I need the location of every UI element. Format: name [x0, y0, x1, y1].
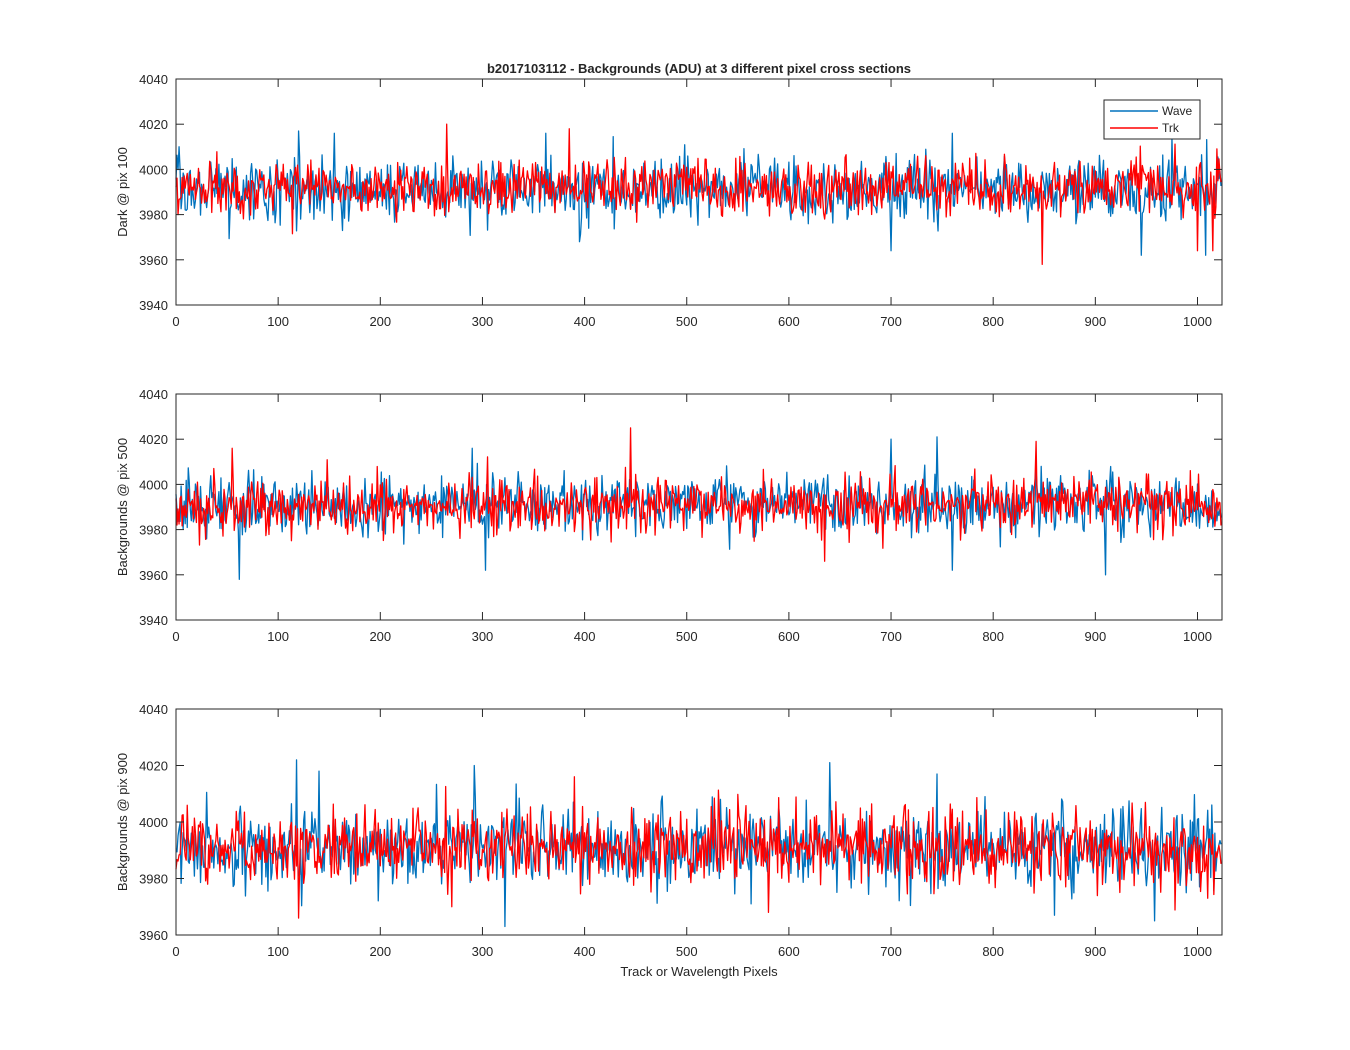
x-tick-label: 700: [880, 629, 902, 644]
subplot-backgrounds-pix-900: 0 100 200 300 400 500 600 700 800 900 1000 3960 3980…: [115, 702, 1223, 979]
y-tick-label: 3940: [139, 613, 168, 628]
x-tick-label: 900: [1084, 314, 1106, 329]
x-tick-label: 1000: [1183, 944, 1212, 959]
axes-box: [175, 78, 1223, 306]
y-tick-label: 4000: [139, 162, 168, 177]
x-tick-label: 600: [778, 944, 800, 959]
x-tick-label: 0: [172, 314, 179, 329]
x-tick-label: 100: [267, 944, 289, 959]
subplot-backgrounds-pix-500: 0 100 200 300 400 500 600 700 800 900 1000 3940 3960…: [115, 387, 1223, 644]
x-tick-label: 700: [880, 944, 902, 959]
x-tick-label: 400: [574, 629, 596, 644]
chart-title: b2017103112 - Backgrounds (ADU) at 3 dif…: [487, 61, 911, 76]
x-tick-label: 100: [267, 629, 289, 644]
ticks-layer: 0 100 200 300 400 500 600 700 800 900 1000 3940 3960…: [139, 387, 1222, 644]
ticks-layer: 0 100 200 300 400 500 600 700 800 900 1000 3960 3980…: [139, 702, 1222, 959]
series-layer: [175, 759, 1222, 928]
y-tick-label: 4020: [139, 117, 168, 132]
series-layer: [175, 427, 1222, 580]
series-line-trk: [175, 427, 1222, 562]
legend: Wave Trk: [1103, 99, 1201, 140]
x-tick-label: 600: [778, 314, 800, 329]
x-tick-label: 300: [472, 944, 494, 959]
x-tick-label: 200: [369, 314, 391, 329]
x-tick-label: 400: [574, 314, 596, 329]
y-tick-label: 4040: [139, 387, 168, 402]
x-tick-label: 0: [172, 629, 179, 644]
y-tick-label: 4020: [139, 759, 168, 774]
x-tick-label: 400: [574, 944, 596, 959]
series-layer: [175, 123, 1222, 265]
y-tick-label: 3940: [139, 298, 168, 313]
legend-wave-label: Wave: [1162, 104, 1193, 118]
x-tick-label: 900: [1084, 629, 1106, 644]
x-tick-label: 900: [1084, 944, 1106, 959]
series-line-wave: [175, 759, 1222, 928]
x-tick-label: 500: [676, 314, 698, 329]
x-tick-label: 300: [472, 629, 494, 644]
y-tick-label: 4040: [139, 72, 168, 87]
subplot-dark-pix-100: 0 100 200 300 400 500 600 700 800 900 1000 3940 3960…: [115, 61, 1223, 329]
x-tick-label: 700: [880, 314, 902, 329]
y-axis-label: Dark @ pix 100: [115, 147, 130, 237]
y-tick-label: 3980: [139, 872, 168, 887]
series-line-trk: [175, 776, 1222, 919]
x-tick-label: 1000: [1183, 314, 1212, 329]
x-tick-label: 300: [472, 314, 494, 329]
y-axis-label: Backgrounds @ pix 900: [115, 753, 130, 891]
ticks-layer: 0 100 200 300 400 500 600 700 800 900 1000 3940 3960…: [139, 72, 1222, 329]
series-line-trk: [175, 123, 1222, 265]
y-tick-label: 3980: [139, 523, 168, 538]
x-tick-label: 0: [172, 944, 179, 959]
y-tick-label: 3960: [139, 568, 168, 583]
legend-box: [1103, 99, 1201, 140]
y-tick-label: 4040: [139, 702, 168, 717]
x-tick-label: 800: [982, 314, 1004, 329]
y-tick-label: 3960: [139, 253, 168, 268]
x-tick-label: 200: [369, 629, 391, 644]
x-tick-label: 100: [267, 314, 289, 329]
x-axis-label: Track or Wavelength Pixels: [620, 964, 778, 979]
y-tick-label: 3960: [139, 928, 168, 943]
y-tick-label: 4020: [139, 432, 168, 447]
x-tick-label: 800: [982, 629, 1004, 644]
axes-box: [175, 393, 1223, 621]
x-tick-label: 500: [676, 944, 698, 959]
y-tick-label: 3980: [139, 208, 168, 223]
x-tick-label: 600: [778, 629, 800, 644]
x-tick-label: 800: [982, 944, 1004, 959]
x-tick-label: 500: [676, 629, 698, 644]
y-tick-label: 4000: [139, 477, 168, 492]
x-tick-label: 1000: [1183, 629, 1212, 644]
legend-trk-label: Trk: [1162, 121, 1180, 135]
y-axis-label: Backgrounds @ pix 500: [115, 438, 130, 576]
y-tick-label: 4000: [139, 815, 168, 830]
x-tick-label: 200: [369, 944, 391, 959]
